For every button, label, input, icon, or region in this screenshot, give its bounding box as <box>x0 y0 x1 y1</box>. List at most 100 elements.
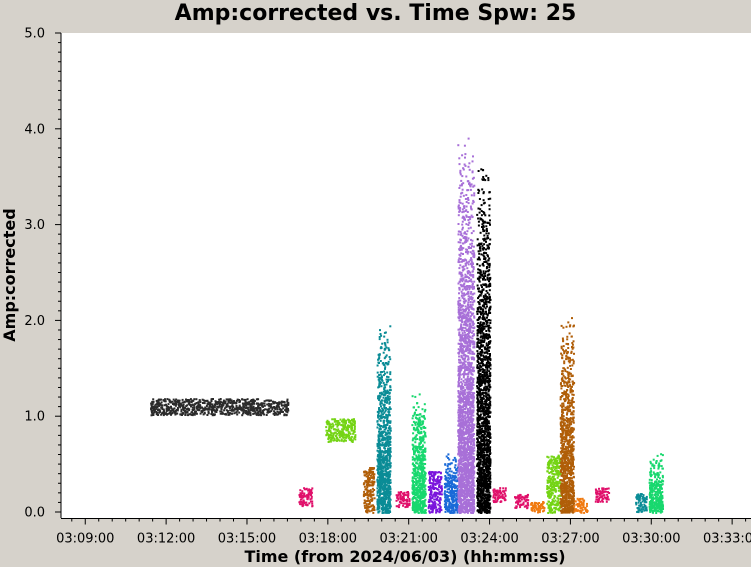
data-point <box>152 400 155 403</box>
data-point <box>420 428 423 431</box>
data-point <box>411 479 414 482</box>
data-point <box>455 492 458 495</box>
data-point <box>473 194 476 197</box>
data-point <box>389 373 392 376</box>
data-point <box>453 456 456 459</box>
data-point <box>380 425 383 427</box>
data-point <box>466 377 469 380</box>
data-point <box>372 504 374 507</box>
data-point <box>377 467 380 470</box>
data-point <box>417 418 420 421</box>
data-point <box>455 507 458 510</box>
data-point <box>411 456 414 459</box>
data-point <box>469 188 472 191</box>
data-point <box>354 434 357 437</box>
data-point <box>388 349 391 352</box>
data-point <box>423 466 426 469</box>
data-point <box>462 447 465 450</box>
data-point <box>385 426 387 429</box>
data-point <box>386 375 388 378</box>
data-point <box>378 407 381 409</box>
data-point <box>161 412 163 415</box>
data-point <box>463 466 466 469</box>
data-point <box>439 481 442 484</box>
data-point <box>193 398 196 401</box>
data-point <box>459 492 462 495</box>
data-point <box>383 430 386 433</box>
data-point <box>160 413 163 416</box>
data-point <box>416 462 419 465</box>
data-point <box>414 423 417 426</box>
data-point <box>280 408 283 411</box>
data-point <box>380 391 383 394</box>
data-point <box>257 402 260 405</box>
data-point <box>157 401 160 404</box>
data-point <box>210 413 213 415</box>
data-point <box>418 477 421 480</box>
data-point <box>466 332 469 335</box>
data-point <box>458 199 461 202</box>
data-point <box>406 494 409 497</box>
data-point <box>429 499 432 502</box>
data-point <box>221 403 224 405</box>
data-point <box>332 424 335 427</box>
data-point <box>468 181 471 184</box>
data-point <box>448 463 451 466</box>
data-point <box>381 512 384 514</box>
data-point <box>471 436 473 438</box>
data-point <box>167 409 170 412</box>
data-point <box>376 459 379 462</box>
data-point <box>328 429 331 432</box>
data-point <box>188 413 191 416</box>
x-tick-label: 03:12:00 <box>137 532 195 547</box>
data-point <box>462 247 465 250</box>
data-point <box>158 409 161 412</box>
data-point <box>244 402 247 405</box>
data-point <box>378 495 381 498</box>
data-point <box>286 400 289 403</box>
data-point <box>343 439 346 442</box>
data-point <box>377 444 379 447</box>
data-point <box>380 402 383 405</box>
data-point <box>461 413 464 416</box>
data-point <box>396 496 399 499</box>
data-point <box>386 378 389 381</box>
data-point <box>455 476 458 479</box>
data-point <box>150 406 153 409</box>
data-point <box>468 168 471 171</box>
data-point <box>452 478 455 481</box>
data-point <box>396 505 399 508</box>
data-point <box>448 503 451 506</box>
data-point <box>411 486 414 489</box>
data-point <box>413 459 416 462</box>
data-point <box>415 434 418 437</box>
data-point <box>386 475 389 478</box>
data-point <box>470 477 473 480</box>
data-point <box>459 258 462 260</box>
data-point <box>196 405 198 408</box>
data-point <box>350 425 353 428</box>
data-point <box>462 385 464 388</box>
data-point <box>388 457 391 460</box>
data-point <box>413 427 416 430</box>
data-point <box>473 471 476 474</box>
data-point <box>467 492 470 495</box>
data-point <box>348 436 351 439</box>
data-point <box>466 460 469 463</box>
data-point <box>216 409 219 412</box>
data-point <box>328 423 331 426</box>
data-point <box>377 412 380 415</box>
data-point <box>457 390 460 392</box>
data-point <box>166 413 169 416</box>
data-point <box>470 257 473 260</box>
data-point <box>382 458 385 461</box>
data-point <box>370 509 373 512</box>
data-point <box>397 497 400 500</box>
data-point <box>275 406 278 409</box>
data-point <box>332 425 334 428</box>
data-point <box>440 490 443 493</box>
data-point <box>175 400 178 403</box>
data-point <box>421 482 424 485</box>
data-point <box>247 408 250 411</box>
data-point <box>301 503 304 506</box>
